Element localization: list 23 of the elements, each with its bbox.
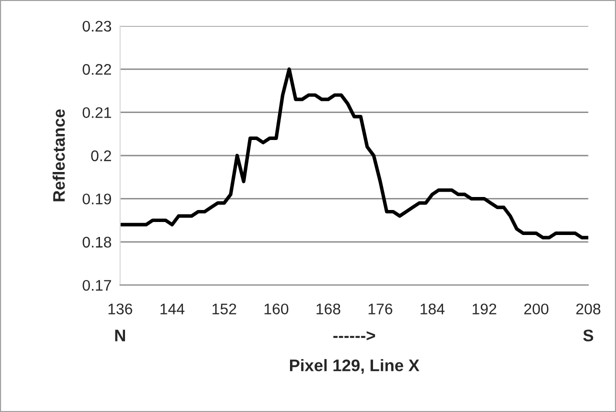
y-tick-label: 0.19 <box>82 194 112 204</box>
y-tick-label: 0.17 <box>82 280 112 291</box>
y-tick-label: 0.21 <box>82 107 112 118</box>
text: S <box>583 330 594 342</box>
x-tick-label: 160 <box>264 304 288 314</box>
y-tick-label: 0.23 <box>82 20 112 32</box>
text: ------> <box>333 331 376 340</box>
x-tick-label: 184 <box>420 304 445 314</box>
x-tick-label: 144 <box>160 304 184 314</box>
text: N <box>115 330 126 342</box>
x-tick-label: 168 <box>316 304 340 314</box>
x-tick-label: 208 <box>576 304 600 314</box>
line-series <box>120 67 588 240</box>
y-tick-label: 0.22 <box>82 64 112 75</box>
x-tick-label: 176 <box>368 304 392 314</box>
x-axis-title: Pixel 129, Line X <box>290 359 420 374</box>
x-tick-label: 136 <box>108 304 132 314</box>
x-tick-label: 152 <box>212 304 236 314</box>
y-tick-label: 0.2 <box>91 150 112 162</box>
y-axis-title: Reflectance <box>52 109 65 202</box>
y-tick-label: 0.18 <box>82 236 112 248</box>
x-tick-label: 200 <box>524 304 548 314</box>
x-tick-label: 192 <box>472 304 496 314</box>
